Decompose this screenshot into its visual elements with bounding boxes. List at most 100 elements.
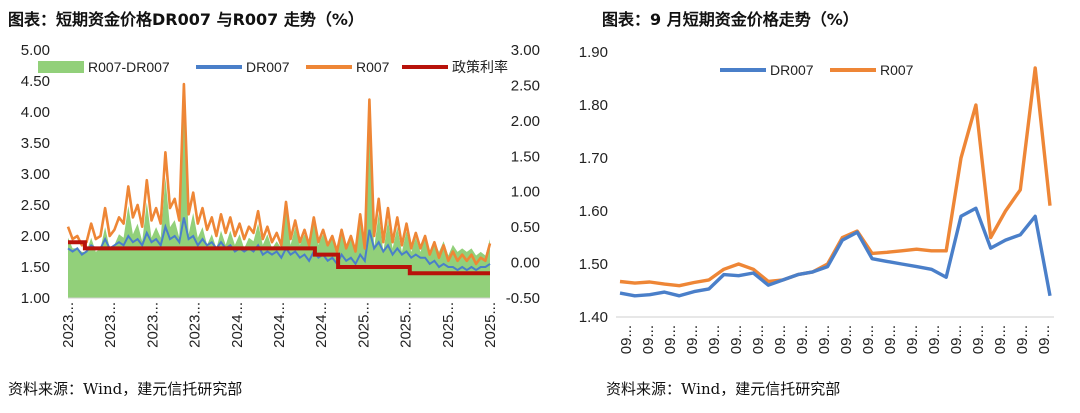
x-tick-label: 09... [750, 325, 767, 354]
x-tick-label-group: 09... [838, 325, 855, 354]
x-tick-label: 09... [706, 325, 723, 354]
x-tick-label-group: 09... [1036, 325, 1053, 354]
y-tick-label: 4.00 [21, 104, 50, 121]
x-tick-label: 09... [618, 325, 635, 354]
x-tick-label: 09... [640, 325, 657, 354]
x-tick-label-group: 2023... [144, 302, 161, 348]
legend-label-r007: R007 [880, 62, 914, 78]
x-tick-label-group: 2023... [187, 302, 204, 348]
left-chart: 5.00 4.50 4.00 3.50 3.00 2.50 2.00 1.50 1.00 3.00… [21, 42, 540, 348]
legend-label-policy: 政策利率 [452, 59, 508, 76]
x-tick-label-group: 2024... [313, 302, 330, 348]
x-tick-label: 2023... [60, 302, 77, 348]
x-tick-label-group: 2025... [398, 302, 415, 348]
x-tick-label: 2025... [482, 302, 499, 348]
x-tick-label: 09... [728, 325, 745, 354]
x-tick-label: 2024... [229, 302, 246, 348]
y2-tick-label: 1.00 [511, 184, 540, 201]
x-tick-label: 09... [992, 325, 1009, 354]
x-tick-label-group: 2025... [355, 302, 372, 348]
x-tick-label-group: 09... [904, 325, 921, 354]
right-chart-panel: 图表：9 月短期资金价格走势（%） 1.90 1.80 1.70 1.60 1.50 1.… [540, 0, 1080, 413]
y-tick-label: 1.40 [579, 309, 608, 326]
x-tick-label-group: 09... [640, 325, 657, 354]
right-chart-title: 图表：9 月短期资金价格走势（%） [602, 10, 859, 29]
right-chart-source: 资料来源：Wind，建元信托研究部 [606, 380, 841, 398]
x-tick-label: 09... [816, 325, 833, 354]
x-tick-label: 09... [882, 325, 899, 354]
left-chart-source: 资料来源：Wind，建元信托研究部 [8, 380, 243, 398]
x-tick-label: 2024... [313, 302, 330, 348]
x-tick-label-group: 2024... [229, 302, 246, 348]
x-tick-label: 09... [926, 325, 943, 354]
y2-tick-label: 0.00 [511, 255, 540, 272]
y-tick-label: 1.80 [579, 97, 608, 114]
y-tick-label: 1.70 [579, 150, 608, 167]
x-tick-label-group: 09... [1014, 325, 1031, 354]
y2-tick-label: 2.00 [511, 113, 540, 130]
y-tick-label: 3.50 [21, 135, 50, 152]
x-tick-label-group: 09... [948, 325, 965, 354]
x-tick-label: 09... [794, 325, 811, 354]
x-tick-label: 2025... [398, 302, 415, 348]
x-tick-label-group: 2025... [440, 302, 457, 348]
legend-label-r007: R007 [356, 59, 390, 75]
x-tick-label-group: 2025... [482, 302, 499, 348]
x-tick-label-group: 09... [662, 325, 679, 354]
x-tick-label: 2023... [144, 302, 161, 348]
x-tick-label-group: 2023... [102, 302, 119, 348]
x-tick-label-group: 09... [970, 325, 987, 354]
x-tick-label-group: 09... [772, 325, 789, 354]
legend-label-spread: R007-DR007 [88, 59, 170, 75]
x-tick-label-group: 09... [860, 325, 877, 354]
x-tick-label: 2023... [102, 302, 119, 348]
x-tick-label: 09... [684, 325, 701, 354]
x-tick-label: 2025... [440, 302, 457, 348]
x-tick-label-group: 09... [882, 325, 899, 354]
x-tick-label: 09... [1036, 325, 1053, 354]
right-chart: 1.90 1.80 1.70 1.60 1.50 1.40 09... 09... 09... 0… [579, 44, 1054, 354]
x-tick-label-group: 09... [992, 325, 1009, 354]
y2-tick-label: 2.50 [511, 77, 540, 94]
x-tick-label-group: 09... [750, 325, 767, 354]
x-tick-label: 2023... [187, 302, 204, 348]
y-tick-label: 4.50 [21, 73, 50, 90]
x-tick-label-group: 09... [728, 325, 745, 354]
x-tick-label-group: 2023... [60, 302, 77, 348]
y2-tick-label: 0.50 [511, 219, 540, 236]
x-tick-label-group: 09... [684, 325, 701, 354]
y-tick-label: 1.00 [21, 290, 50, 307]
x-tick-label: 09... [772, 325, 789, 354]
x-tick-label-group: 09... [618, 325, 635, 354]
x-tick-label-group: 09... [926, 325, 943, 354]
dr007-series-line [619, 206, 1052, 298]
y-tick-label: 1.50 [21, 259, 50, 276]
x-tick-label: 09... [662, 325, 679, 354]
x-tick-label: 09... [970, 325, 987, 354]
y2-tick-label: -0.50 [506, 290, 540, 307]
y-tick-label: 5.00 [21, 42, 50, 59]
y-tick-label: 2.50 [21, 197, 50, 214]
x-tick-label: 2025... [355, 302, 372, 348]
y-tick-label: 1.60 [579, 203, 608, 220]
x-tick-label: 09... [904, 325, 921, 354]
dr007-series-line [67, 217, 491, 272]
y-tick-label: 1.90 [579, 44, 608, 61]
y-tick-label: 1.50 [579, 256, 608, 273]
legend-swatch-spread [38, 61, 84, 73]
left-chart-title: 图表：短期资金价格DR007 与R007 走势（%） [8, 10, 364, 29]
r007-series-line [66, 82, 492, 266]
y-tick-label: 3.00 [21, 166, 50, 183]
x-tick-label: 09... [838, 325, 855, 354]
x-tick-label: 2024... [271, 302, 288, 348]
x-tick-label-group: 2024... [271, 302, 288, 348]
policy-rate-series-line [68, 240, 490, 276]
legend-label-dr007: DR007 [246, 59, 290, 75]
x-tick-label: 09... [860, 325, 877, 354]
x-tick-label-group: 09... [816, 325, 833, 354]
x-tick-label: 09... [948, 325, 965, 354]
x-tick-label-group: 09... [794, 325, 811, 354]
x-tick-label: 09... [1014, 325, 1031, 354]
y2-tick-label: 3.00 [511, 42, 540, 59]
x-tick-label-group: 09... [706, 325, 723, 354]
